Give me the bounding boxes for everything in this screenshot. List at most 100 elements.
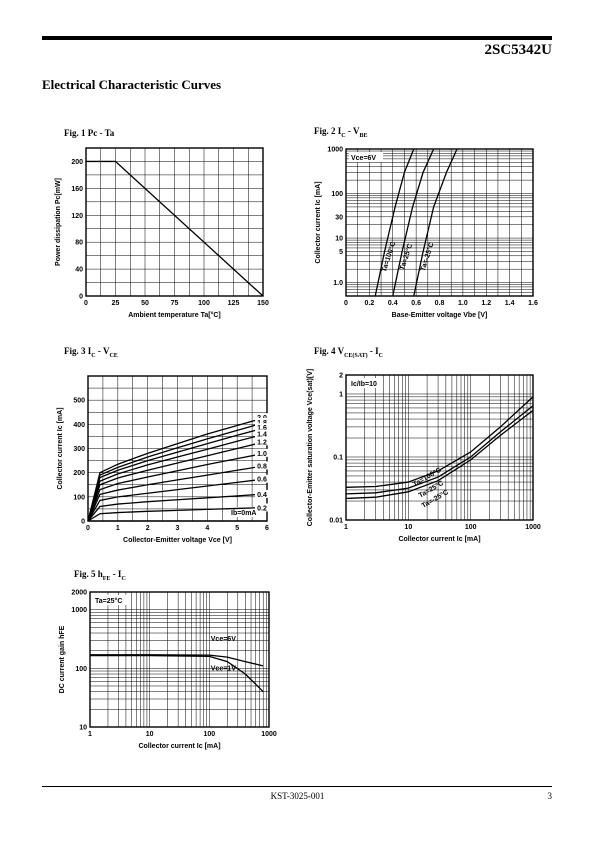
fig3-series-line bbox=[87, 478, 268, 522]
fig5-caption-sub2: C bbox=[121, 575, 126, 582]
fig3-x-tick-label: 1 bbox=[116, 525, 120, 532]
fig5-caption-a: Fig. 5 h bbox=[74, 569, 103, 579]
fig2-x-tick-label: 0.6 bbox=[411, 300, 421, 307]
fig2-y-tick-label: 30 bbox=[335, 214, 343, 221]
fig4-x-tick-label: 1000 bbox=[525, 524, 541, 531]
fig3-annotation: Ib=0mA bbox=[231, 510, 256, 517]
fig3-y-axis-label: Collector current Ic [mA] bbox=[57, 407, 64, 489]
fig3-series-label: 1.2 bbox=[257, 439, 267, 446]
fig4-series-line bbox=[345, 409, 534, 500]
fig3-series-line bbox=[87, 493, 268, 522]
fig4-y-tick-label: 0.01 bbox=[329, 518, 343, 525]
fig3-series-line bbox=[87, 506, 268, 522]
fig3-y-tick-label: 100 bbox=[73, 494, 85, 501]
fig2-caption-b: - V bbox=[345, 126, 360, 136]
fig5-series-label: Vce=6V bbox=[211, 636, 236, 643]
fig5-x-tick-label: 1000 bbox=[261, 731, 277, 738]
fig3-series-label: 0.6 bbox=[257, 477, 267, 484]
fig3-y-tick-label: 500 bbox=[73, 398, 85, 405]
fig3-series-label-bg bbox=[255, 474, 269, 483]
fig3-caption-a: Fig. 3 I bbox=[64, 346, 92, 356]
fig3-series-label-bg bbox=[255, 423, 269, 432]
fig1-x-tick-label: 75 bbox=[171, 300, 179, 307]
fig5-y-tick-label: 1000 bbox=[71, 607, 87, 614]
fig2-y-axis-label: Collector current Ic [mA] bbox=[315, 181, 322, 263]
fig2-x-tick-label: 1.6 bbox=[528, 300, 538, 307]
fig4-y-axis-label: Collector-Emitter saturation voltage Vce… bbox=[307, 369, 314, 527]
fig2-y-tick-label: 100 bbox=[331, 191, 343, 198]
fig2-annotation: Vce=6V bbox=[351, 155, 376, 162]
fig4-series-line bbox=[345, 396, 534, 488]
fig4-plot-frame bbox=[345, 374, 534, 521]
fig3-y-tick-label: 400 bbox=[73, 422, 85, 429]
fig3-series-label: 1.6 bbox=[257, 425, 267, 432]
fig1-x-tick-label: 0 bbox=[84, 300, 88, 307]
fig4-y-tick-label: 2 bbox=[339, 373, 343, 380]
footer-rule bbox=[42, 786, 552, 787]
fig3-series-line bbox=[87, 452, 268, 522]
fig3-caption-b: - V bbox=[95, 346, 110, 356]
fig3-series-label-bg bbox=[255, 429, 269, 438]
fig4-y-tick-label: 1 bbox=[339, 391, 343, 398]
fig5-caption-b: - I bbox=[110, 569, 122, 579]
fig5-caption: Fig. 5 hFE - IC bbox=[74, 569, 126, 582]
fig3-x-axis-label: Collector-Emitter voltage Vce [V] bbox=[123, 537, 232, 544]
header-rule bbox=[42, 36, 552, 40]
fig5-series-line bbox=[90, 654, 264, 693]
fig5-y-tick-label: 10 bbox=[79, 725, 87, 732]
fig5-x-tick-label: 1 bbox=[88, 731, 92, 738]
fig3-x-tick-label: 5 bbox=[235, 525, 239, 532]
fig4-caption: Fig. 4 VCE(SAT) - IC bbox=[314, 346, 383, 359]
fig5-y-axis-label: DC current gain hFE bbox=[59, 625, 66, 693]
section-title: Electrical Characteristic Curves bbox=[42, 77, 222, 92]
fig3-series-line bbox=[87, 440, 268, 522]
fig1-x-tick-label: 25 bbox=[112, 300, 120, 307]
fig3-y-tick-label: 300 bbox=[73, 446, 85, 453]
fig5-y-tick-label: 100 bbox=[75, 666, 87, 673]
fig3-annotation-bg bbox=[229, 507, 263, 517]
fig1-y-tick-label: 40 bbox=[75, 267, 83, 274]
fig5-annotation-bg bbox=[93, 595, 127, 605]
fig3-series-label-bg bbox=[255, 417, 269, 426]
fig5-x-tick-label: 100 bbox=[203, 731, 215, 738]
fig1-caption-text: Fig. 1 Pc - Ta bbox=[64, 128, 115, 138]
fig4-caption-a: Fig. 4 V bbox=[314, 346, 345, 356]
fig3-series-label-bg bbox=[255, 503, 269, 512]
fig1-x-tick-label: 125 bbox=[228, 300, 240, 307]
fig3-series-label-bg bbox=[255, 461, 269, 470]
fig2-series-line bbox=[413, 148, 458, 297]
fig2-series-label: Ta=100°C bbox=[380, 241, 397, 273]
fig5-caption-sub1: FE bbox=[102, 575, 111, 582]
fig2-y-tick-label: 1.0 bbox=[333, 280, 343, 287]
fig2-annotation-bg bbox=[349, 152, 383, 162]
fig1-caption: Fig. 1 Pc - Ta bbox=[64, 128, 114, 138]
fig3-caption-sub2: CE bbox=[109, 352, 118, 359]
fig2-caption-sub1: C bbox=[341, 132, 346, 139]
fig3-x-tick-label: 3 bbox=[176, 525, 180, 532]
fig1-x-tick-label: 50 bbox=[141, 300, 149, 307]
fig3-series-line bbox=[87, 421, 268, 522]
fig3-x-tick-label: 4 bbox=[205, 525, 209, 532]
fig1-y-axis-label: Power dissipation Pc[mW] bbox=[55, 178, 62, 266]
fig3-x-tick-label: 6 bbox=[265, 525, 269, 532]
fig4-caption-b: - I bbox=[367, 346, 379, 356]
fig2-y-tick-label: 5 bbox=[339, 249, 343, 256]
fig3-series-label-bg bbox=[255, 489, 269, 498]
fig1-x-axis-label: Ambient temperature Ta[°C] bbox=[128, 311, 221, 319]
fig1-y-tick-label: 80 bbox=[75, 240, 83, 247]
fig4-x-tick-label: 10 bbox=[404, 524, 412, 531]
fig4-annotation: Ic/Ib=10 bbox=[351, 381, 377, 388]
fig1-y-tick-label: 200 bbox=[71, 159, 83, 166]
fig2-caption: Fig. 2 IC - VBE bbox=[314, 126, 367, 139]
fig5-x-tick-label: 10 bbox=[146, 731, 154, 738]
fig4-series-line bbox=[345, 405, 534, 495]
fig4-x-tick-label: 100 bbox=[465, 524, 477, 531]
fig5-x-axis-label: Collector current Ic [mA] bbox=[138, 743, 220, 750]
fig2-x-axis-label: Base-Emitter voltage Vbe [V] bbox=[392, 312, 488, 319]
fig4-annotation-bg bbox=[349, 378, 383, 388]
fig2-x-tick-label: 0.4 bbox=[388, 300, 398, 307]
fig1-y-tick-label: 120 bbox=[71, 213, 83, 220]
fig4-caption-sub1: CE(SAT) bbox=[344, 352, 368, 359]
fig3-series-line bbox=[87, 464, 268, 522]
